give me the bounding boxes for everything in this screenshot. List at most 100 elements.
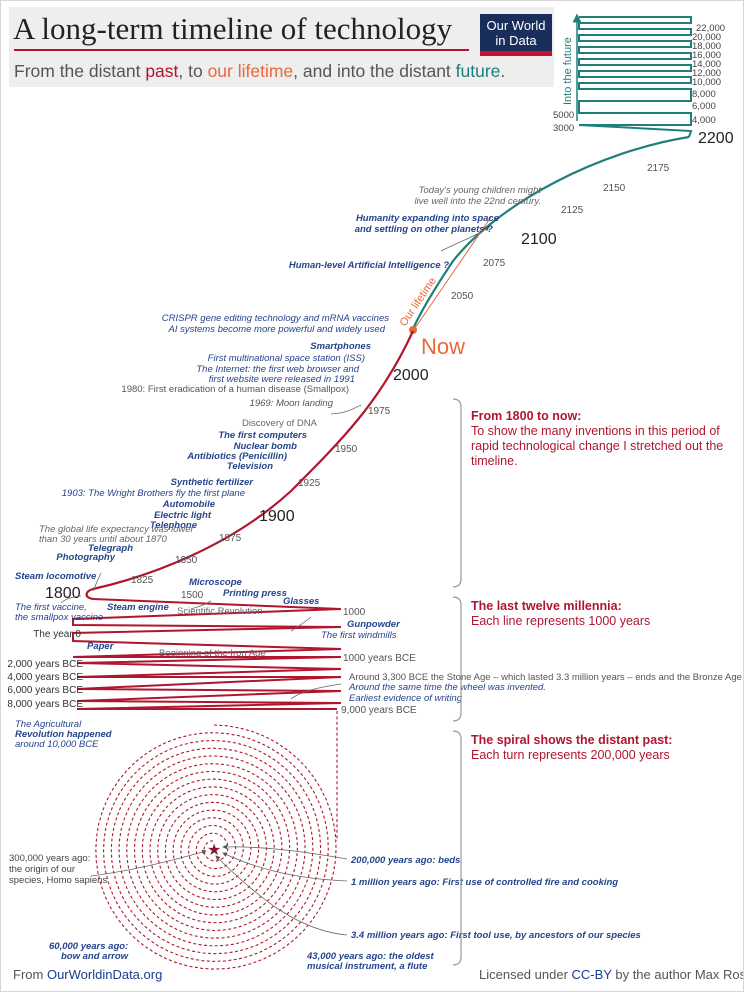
event-label: Revolution happened [15,729,112,740]
subtitle-part: , to [178,61,208,81]
event-label: Microscope [189,577,243,588]
year-label: 16,000 [692,50,721,61]
section-heading: The spiral shows the distant past: [471,733,673,747]
subtitle-lifetime: our lifetime [207,61,294,81]
event-label: First multinational space station (ISS) [208,353,365,364]
event-label: Television [227,461,273,472]
logo-line1: Our World [486,18,546,33]
big-year: 2200 [698,130,734,147]
small-year: 1000 [343,607,366,618]
event-label: the origin of our [9,864,75,875]
event-label: Around the same time the wheel was inven… [348,682,546,693]
event-label: 3.4 million years ago: First tool use, b… [351,930,641,941]
small-year: 2125 [561,205,584,216]
section-heading: From 1800 to now: [471,409,582,423]
event-label: 1969: Moon landing [250,398,334,409]
left-year: The year 0 [33,629,81,640]
event-label: species, Homo sapiens [9,875,107,886]
event-label: Printing press [223,588,287,599]
left-year: 4,000 years BCE [7,672,83,683]
small-year: 1950 [335,444,358,455]
event-label: live well into the 22nd century. [414,196,541,207]
event-label: The Internet: the first web browser and [196,364,359,375]
title-box [9,7,554,87]
year-label: 20,000 [692,32,721,43]
license-link[interactable]: CC-BY [571,967,612,982]
year-label: 10,000 [692,77,721,88]
title-underline [14,49,469,51]
event-label: first website were released in 1991 [209,374,355,385]
year-label: 22,000 [696,23,725,34]
section-body: Each line represents 1000 years [471,614,651,628]
future-zigzag [578,16,693,138]
owid-logo[interactable]: Our World in Data [480,14,552,56]
event-label: Discovery of DNA [242,418,318,429]
event-label: Synthetic fertilizer [171,477,255,488]
year-label: 8,000 [692,89,716,100]
event-label: musical instrument, a flute [307,961,428,972]
event-label: Beginning of the Iron Age [159,648,266,659]
year-label: 12,000 [692,68,721,79]
source-link[interactable]: OurWorldinData.org [46,967,163,982]
subtitle-part: , and into the distant [293,61,456,81]
footer-suffix: by the author Max Roser [611,967,744,982]
event-label: The first windmills [321,630,397,641]
future-axis-label: Into the future [562,37,574,105]
small-year: 9,000 years BCE [341,705,417,716]
year-label: 5000 [553,110,574,121]
subtitle-past: past [145,61,179,81]
big-year: 1900 [259,508,295,525]
event-label: Paper [87,641,115,652]
event-label: Telephone [150,520,198,531]
event-label: The global life expectancy was lower [39,524,195,535]
event-label: Smartphones [310,341,371,352]
modern-curve [85,330,415,601]
event-label: Automobile [162,499,216,510]
section-body: Each turn represents 200,000 years [471,748,670,762]
event-label: CRISPR gene editing technology and mRNA … [162,313,389,324]
year-label: 3000 [553,123,574,134]
event-label: and settling on other planets ? [355,224,493,235]
small-year: 2075 [483,258,506,269]
footer-source: From OurWorldinData.org [13,967,162,982]
event-label: bow and arrow [61,951,129,962]
small-year: 1825 [131,575,154,586]
year-label: 6,000 [692,101,716,112]
now-label: Now [421,334,465,359]
event-label: Glasses [283,596,319,607]
event-label: 1903: The Wright Brothers fly the first … [62,488,245,499]
event-label: Photography [56,552,115,563]
event-label: Antibiotics (Penicillin) [186,451,287,462]
event-label: the smallpox vaccine [15,612,103,623]
star-icon: ★ [207,842,221,859]
event-label: 43,000 years ago: the oldest [306,951,435,962]
event-label: Earliest evidence of writing [349,693,463,704]
year-label: 18,000 [692,41,721,52]
small-year: 2150 [603,183,626,194]
year-label: 14,000 [692,59,721,70]
section-heading: The last twelve millennia: [471,599,622,613]
event-label: Around 3,300 BCE the Stone Age – which l… [349,672,744,683]
event-label: Electric light [154,510,212,521]
small-year: 1500 [181,590,204,601]
event-label: Nuclear bomb [234,441,298,452]
event-label: Scientific Revolution [177,606,263,617]
footer-prefix: From [13,967,47,982]
subtitle-future: future [455,61,501,81]
event-label: The first computers [218,430,307,441]
event-label: 60,000 years ago: [49,941,128,952]
logo-line2: in Data [495,33,537,48]
small-year: 2050 [451,291,474,302]
event-label: than 30 years until about 1870 [39,534,168,545]
event-label: Steam locomotive [15,571,97,582]
subtitle-part: From the distant [14,61,146,81]
big-year: 2000 [393,367,429,384]
left-year: 2,000 years BCE [7,659,83,670]
event-label: 300,000 years ago: [9,853,90,864]
small-year: 1875 [219,533,242,544]
footer-prefix: Licensed under [479,967,572,982]
small-year: 2175 [647,163,670,174]
deep-past-spiral [95,724,337,970]
footer-license: Licensed under CC-BY by the author Max R… [479,967,744,982]
